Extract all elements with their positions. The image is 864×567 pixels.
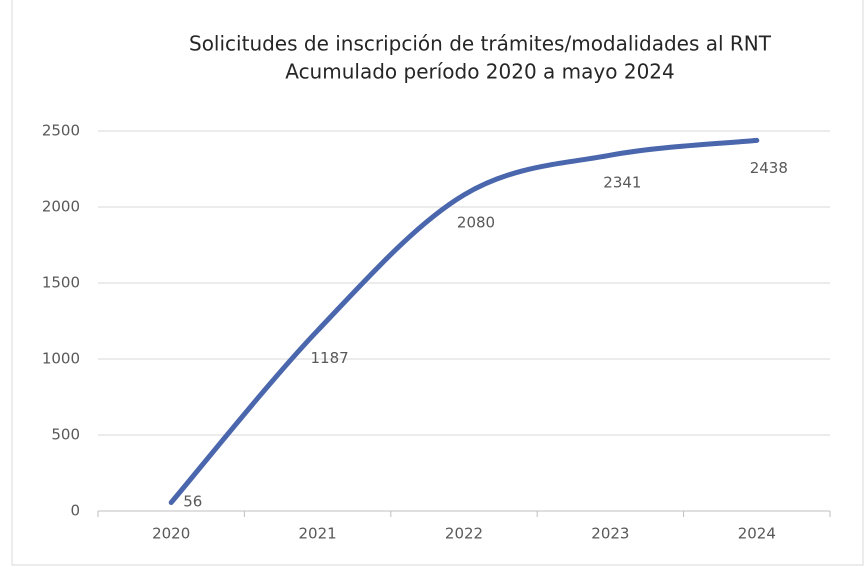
y-tick-label: 1000 [42,350,80,368]
y-tick-label: 2000 [42,198,80,216]
line [168,137,760,505]
chart-subtitle: Acumulado período 2020 a mayo 2024 [285,60,675,84]
chart-title: Solicitudes de inscripción de trámites/m… [189,32,772,56]
data-label: 2341 [603,174,641,192]
y-tick-label: 2500 [42,122,80,140]
data-label: 56 [183,493,202,511]
x-tick-label: 2022 [445,525,483,543]
x-tick-label: 2024 [738,525,776,543]
chart-frame [11,0,864,566]
x-tick-label: 2020 [152,525,190,543]
data-label: 1187 [311,349,349,367]
data-label: 2080 [457,213,495,231]
y-tick-label: 500 [51,426,80,444]
data-label: 2438 [750,159,788,177]
y-tick-label: 1500 [42,274,80,292]
x-tick-label: 2023 [591,525,629,543]
y-tick-label: 0 [70,502,80,520]
x-tick-label: 2021 [299,525,337,543]
